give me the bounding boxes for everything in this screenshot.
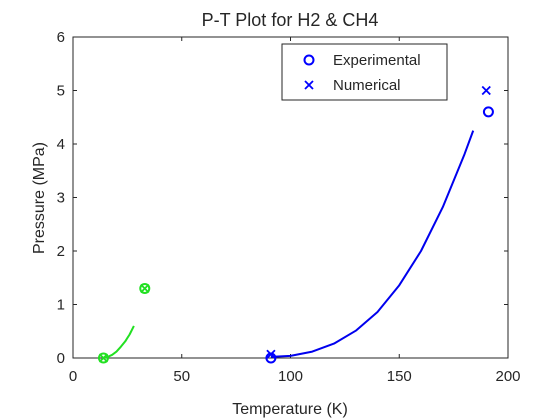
legend-marker-circle (303, 54, 315, 66)
legend-label: Experimental (333, 52, 421, 69)
series-line-1 (270, 130, 475, 358)
legend-marker-cross (304, 80, 314, 90)
y-tick-label: 3 (57, 190, 65, 207)
x-tick-label: 200 (495, 368, 520, 385)
legend: Experimental Numerical (281, 43, 448, 101)
data-point-cross (481, 85, 491, 96)
x-tick-label: 100 (278, 368, 303, 385)
y-tick-label: 4 (57, 136, 65, 153)
x-axis-label: Temperature (K) (232, 401, 348, 418)
data-point-cross (266, 349, 276, 359)
x-tick-label: 0 (69, 368, 77, 385)
legend-label: Numerical (333, 77, 401, 94)
y-axis-label: Pressure (MPa) (31, 142, 48, 254)
chart-title: P-T Plot for H2 & CH4 (202, 10, 379, 30)
data-point-cross (140, 283, 150, 294)
y-tick-label: 0 (57, 350, 65, 367)
data-point-cross (98, 353, 109, 363)
y-tick-label: 6 (57, 29, 65, 46)
x-tick-label: 150 (387, 368, 412, 385)
y-tick-label: 2 (57, 243, 65, 260)
data-point-circle (139, 282, 151, 294)
y-tick-label: 1 (57, 297, 65, 314)
y-tick-label: 5 (57, 83, 65, 100)
data-point-circle (97, 352, 109, 364)
legend-box (281, 43, 448, 101)
x-tick-label: 50 (173, 368, 190, 385)
data-point-circle (482, 106, 494, 118)
